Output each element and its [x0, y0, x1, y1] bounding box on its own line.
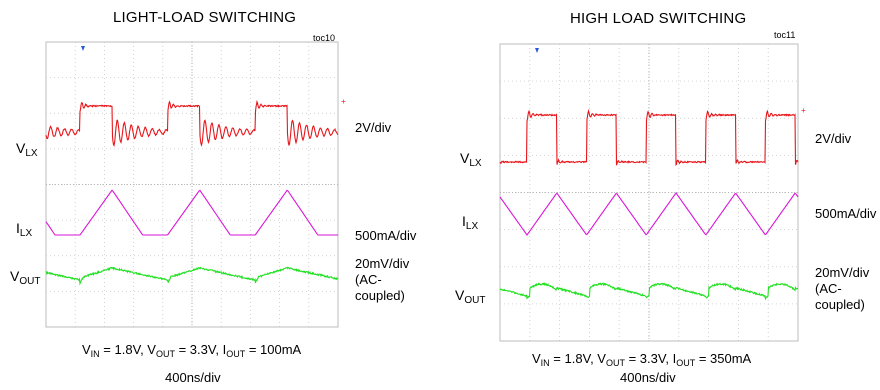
left-vlx-marker: + — [341, 97, 346, 106]
right-vlx-marker: + — [801, 106, 806, 115]
left-trigger-marker — [81, 46, 85, 51]
right-trigger-marker — [535, 48, 539, 53]
left-vout-trace — [46, 267, 338, 283]
